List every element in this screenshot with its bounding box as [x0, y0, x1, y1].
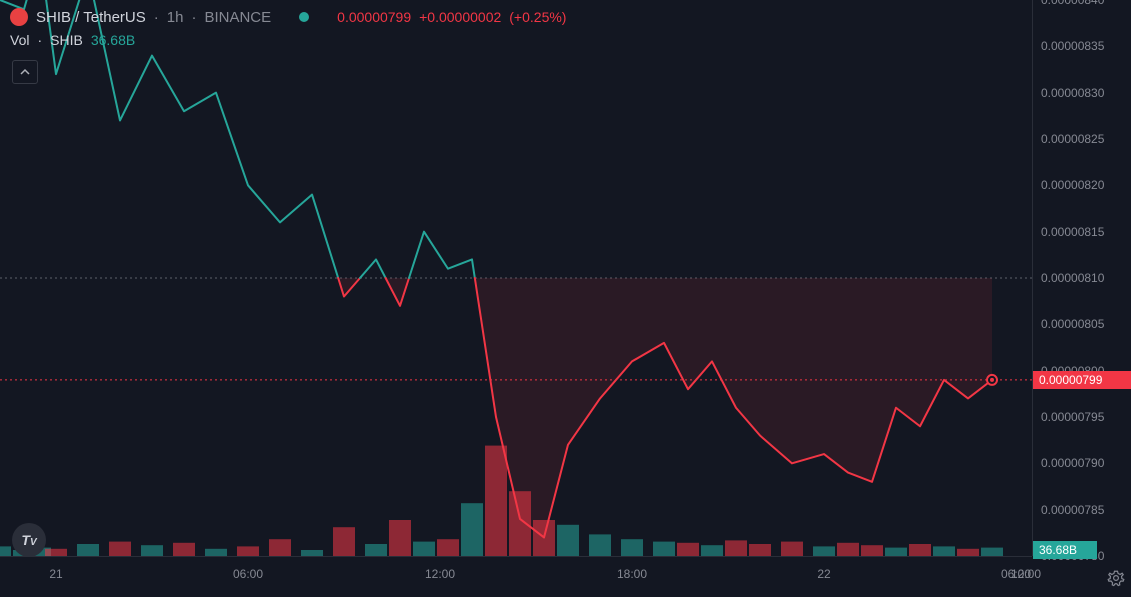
symbol-name[interactable]: SHIB / TetherUS: [36, 9, 146, 26]
time-tick: 12:00: [1011, 567, 1041, 581]
price-tick: 0.00000820: [1041, 178, 1104, 192]
price-tick: 0.00000810: [1041, 271, 1104, 285]
tradingview-logo-icon: TV: [21, 532, 36, 548]
chevron-up-icon: [19, 66, 31, 78]
price-tick: 0.00000840: [1041, 0, 1104, 7]
price-tick: 0.00000825: [1041, 132, 1104, 146]
time-tick: 12:00: [425, 567, 455, 581]
tradingview-logo-button[interactable]: TV: [12, 523, 46, 557]
price-change-abs: +0.00000002: [419, 9, 501, 25]
collapse-button[interactable]: [12, 60, 38, 84]
volume-value: 36.68B: [91, 32, 135, 48]
time-tick: 18:00: [617, 567, 647, 581]
interval-label[interactable]: 1h: [167, 9, 184, 26]
price-tick: 0.00000815: [1041, 225, 1104, 239]
price-tick: 0.00000790: [1041, 456, 1104, 470]
last-price-badge: 0.00000799: [1033, 371, 1131, 389]
last-price: 0.00000799: [337, 9, 411, 25]
volume-label[interactable]: Vol: [10, 32, 29, 48]
time-tick: 06:00: [233, 567, 263, 581]
price-tick: 0.00000795: [1041, 410, 1104, 424]
chart-header: SHIB / TetherUS · 1h · BINANCE 0.0000079…: [10, 8, 566, 26]
volume-header: Vol · SHIB 36.68B: [10, 32, 135, 48]
time-tick: 22: [817, 567, 830, 581]
volume-badge: 36.68B: [1033, 541, 1097, 559]
volume-symbol: SHIB: [50, 32, 83, 48]
gear-icon: [1107, 569, 1125, 587]
time-axis[interactable]: 2106:0012:0018:002206:0012:00: [0, 556, 1032, 597]
price-tick: 0.00000785: [1041, 503, 1104, 517]
exchange-label: BINANCE: [204, 9, 271, 26]
price-axis[interactable]: 0.00000840 0.00000835 0.00000830 0.00000825…: [1032, 0, 1131, 556]
symbol-icon: [10, 8, 28, 26]
status-dot-icon: [299, 12, 309, 22]
plot-area[interactable]: [0, 0, 1032, 556]
time-tick: 21: [49, 567, 62, 581]
price-change-pct: (+0.25%): [509, 9, 566, 25]
settings-button[interactable]: [1107, 569, 1125, 587]
price-tick: 0.00000830: [1041, 86, 1104, 100]
chart-container: SHIB / TetherUS · 1h · BINANCE 0.0000079…: [0, 0, 1131, 597]
price-tick: 0.00000835: [1041, 39, 1104, 53]
price-tick: 0.00000805: [1041, 317, 1104, 331]
